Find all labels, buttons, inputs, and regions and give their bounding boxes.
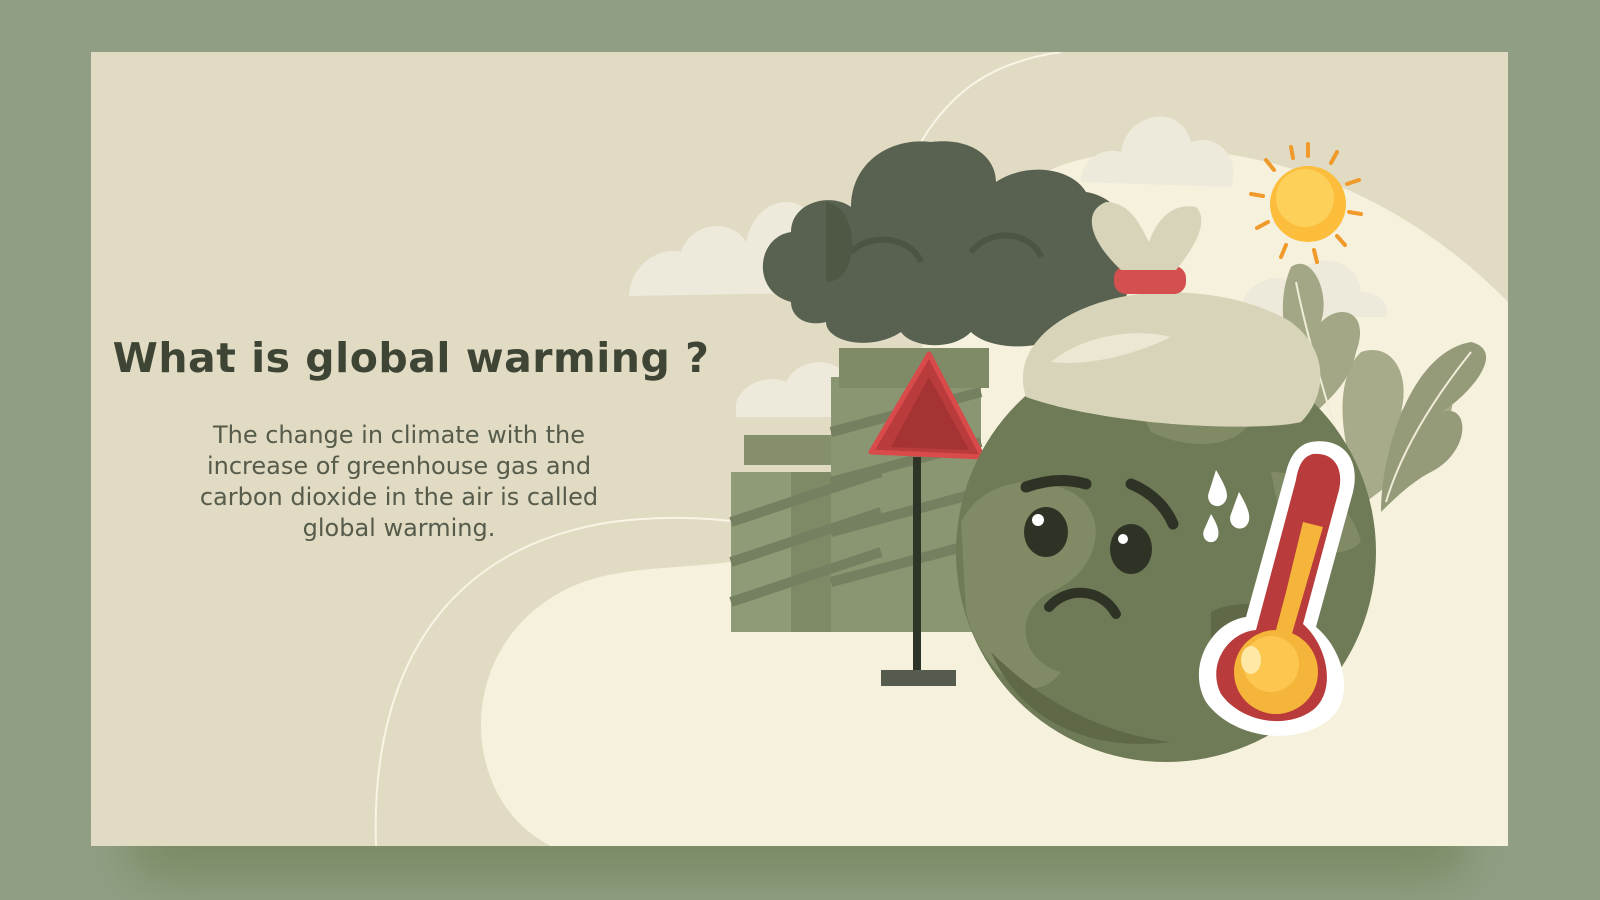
- warning-sign-icon: [868, 351, 986, 686]
- sun-icon: [1249, 142, 1363, 264]
- slide: What is global warming ? The change in c…: [91, 52, 1508, 846]
- smoke-cloud-icon: [762, 141, 1132, 347]
- leaf-icon: [1282, 263, 1487, 512]
- thermometer-icon: [1198, 441, 1355, 736]
- arc-line-top: [920, 52, 1062, 143]
- arc-line-left: [374, 516, 792, 846]
- slide-illustration: [374, 52, 1508, 846]
- slide-body-text: The change in climate with the increase …: [199, 421, 599, 542]
- ice-bag-icon: [1022, 202, 1321, 427]
- slide-title: What is global warming ?: [112, 334, 710, 382]
